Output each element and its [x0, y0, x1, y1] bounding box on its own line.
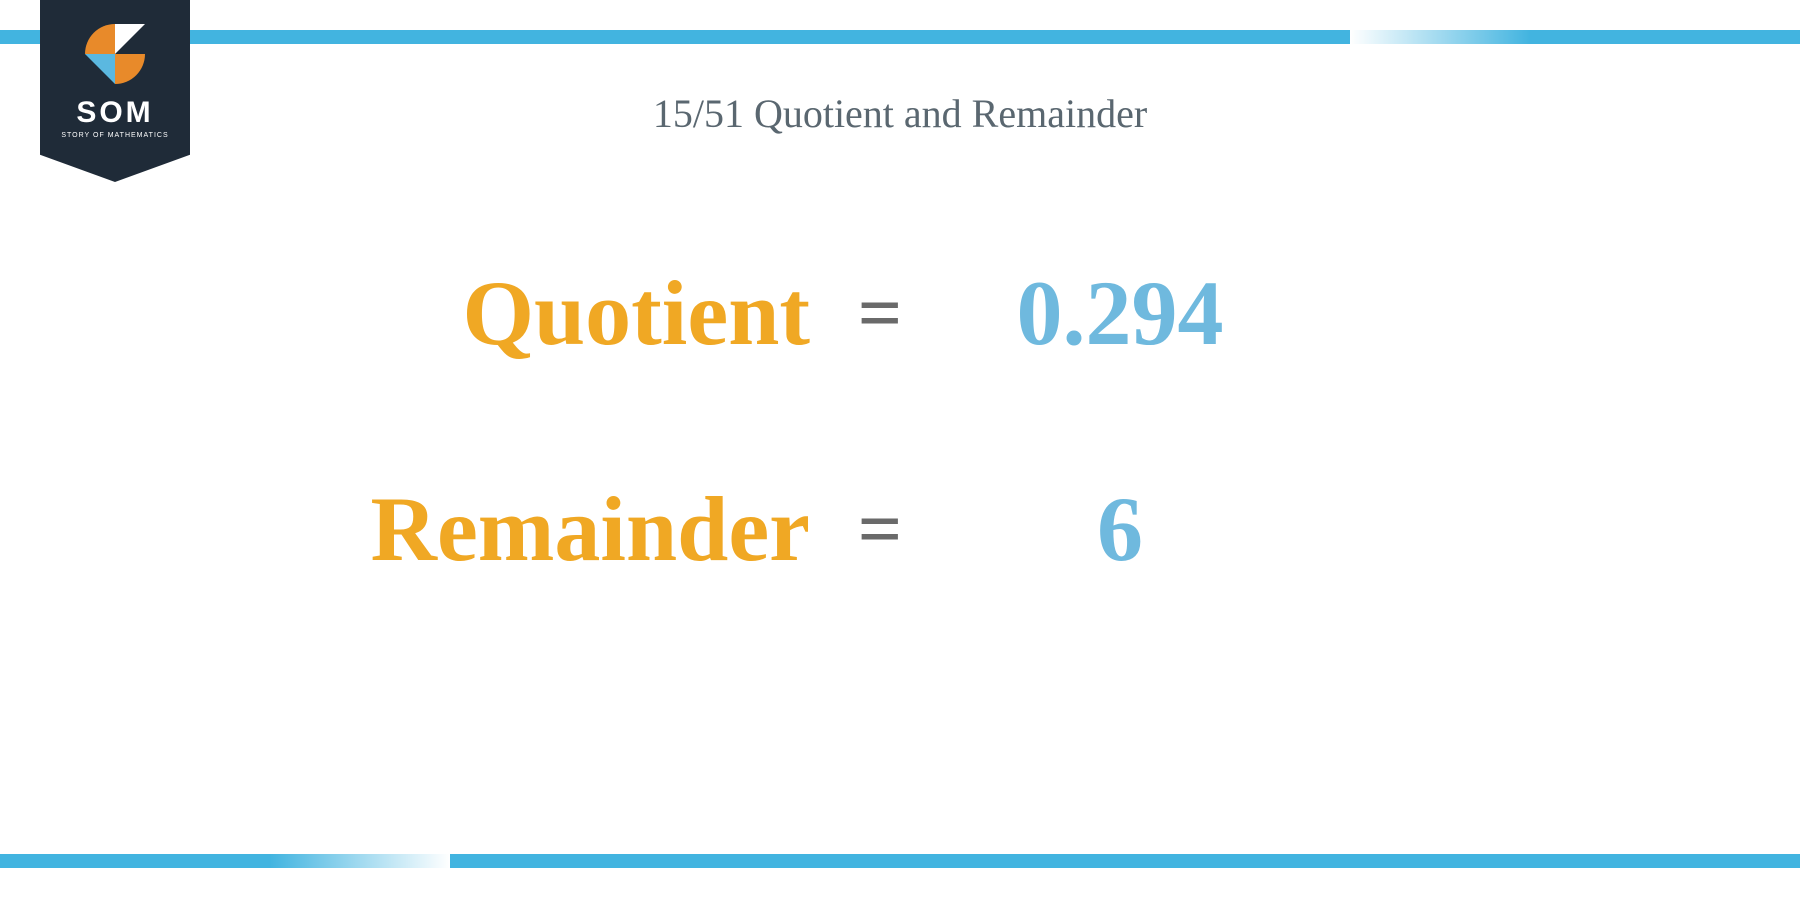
remainder-label: Remainder: [280, 476, 810, 582]
bottom-accent-bar: [0, 854, 1800, 868]
bottom-bar-gradient: [0, 854, 450, 868]
page-title: 15/51 Quotient and Remainder: [0, 90, 1800, 137]
remainder-row: Remainder = 6: [280, 476, 1520, 582]
equals-sign: =: [810, 268, 950, 358]
remainder-value: 6: [950, 476, 1290, 582]
quotient-row: Quotient = 0.294: [280, 260, 1520, 366]
top-bar-solid: [0, 30, 1350, 44]
top-accent-bar: [0, 30, 1800, 44]
content-area: Quotient = 0.294 Remainder = 6: [280, 260, 1520, 692]
quotient-label: Quotient: [280, 260, 810, 366]
top-bar-gradient: [1350, 30, 1800, 44]
bottom-bar-solid: [450, 854, 1800, 868]
logo-icon: [85, 24, 145, 84]
equals-sign: =: [810, 484, 950, 574]
quotient-value: 0.294: [950, 260, 1290, 366]
